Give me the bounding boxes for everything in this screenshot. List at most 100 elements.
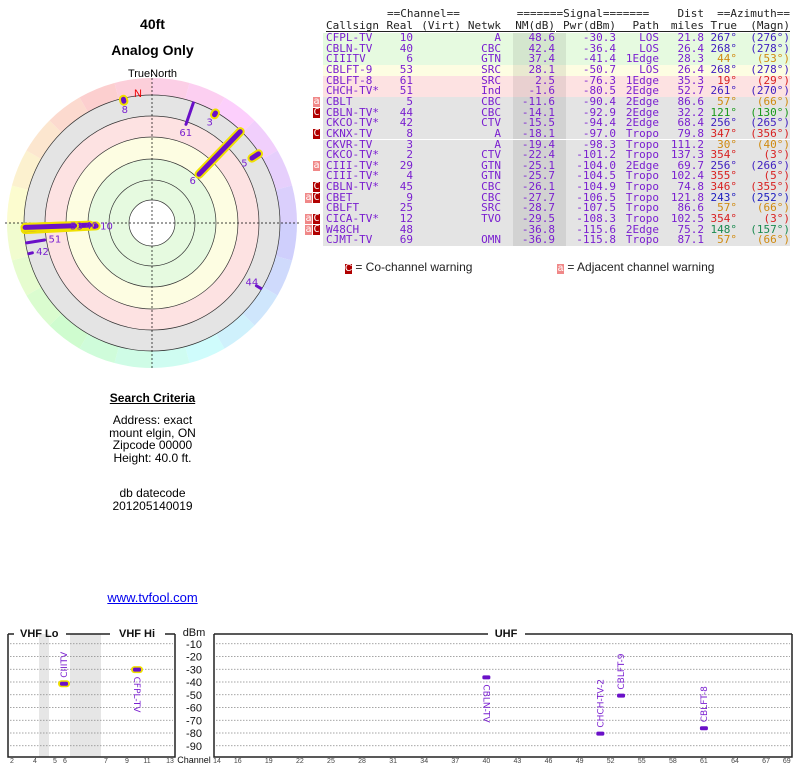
station-row[interactable]: CBET 9 CBC -27.7 -106.5 Tropo 121.8 243° (252°)	[323, 190, 790, 204]
cell-true: 44°	[717, 52, 737, 66]
cell-magn: (278°)	[750, 41, 790, 55]
channel-tick: 22	[296, 758, 304, 765]
station-row[interactable]: CJMT-TV 69 OMN -36.9 -115.8 Tropo 87.1 57° (66°)	[323, 235, 790, 246]
cell-dist: 69.7	[677, 158, 705, 172]
tvfool-link[interactable]: www.tvfool.com	[107, 590, 198, 605]
station-row[interactable]: CBLFT-8 61 SRC 2.5 -76.3 1Edge 35.3 19° (29°)	[323, 75, 790, 87]
vhf-hi-label: VHF Hi	[119, 628, 155, 640]
station-row[interactable]: CIII-TV* 29 GTN -25.1 -104.0 2Edge 69.7 256° (26…	[323, 158, 790, 172]
station-row[interactable]: CKNX-TV 8 A -18.1 -97.0 Tropo 79.8 347° (356°)	[323, 126, 790, 140]
cell-pwr: -106.5	[576, 190, 616, 204]
nm-column-shade	[513, 107, 566, 119]
co-channel-badge: C	[345, 263, 353, 274]
station-row[interactable]: CBLFT 25 SRC -28.7 -107.5 Tropo 86.6 57° (66°)	[323, 203, 790, 215]
cell-real: 8	[406, 126, 413, 140]
adjacent-channel-legend-text: = Adjacent channel warning	[567, 260, 715, 274]
cell-pwr: -104.0	[576, 158, 616, 172]
cell-magn: (53°)	[756, 52, 790, 66]
cell-pwr: -90.4	[582, 94, 616, 108]
cell-dist: 32.2	[677, 105, 705, 119]
station-row[interactable]: CBLN-TV* 45 CBC -26.1 -104.9 Tropo 74.8 346° (35…	[323, 180, 790, 194]
cell-nm: 48.6	[528, 31, 556, 44]
nm-column-shade	[513, 182, 566, 193]
cell-real: 44	[399, 105, 413, 119]
co-channel-warning-badge: C	[313, 213, 320, 225]
station-marker	[133, 667, 141, 672]
channel-tick: 5	[53, 758, 57, 765]
y-tick-label: -80	[186, 728, 202, 740]
cell-true: 354°	[710, 212, 738, 226]
column-header-nmdb: NM(dB)	[495, 20, 555, 32]
station-row[interactable]: CBLN-TV 40 CBC 42.4 -36.4 LOS 26.4 268° (278°)	[323, 41, 790, 55]
cell-true: 354°	[710, 148, 738, 162]
co-channel-warning-badge: C	[313, 192, 320, 204]
cell-nm: -25.1	[521, 158, 555, 172]
search-criteria-title: Search Criteria	[109, 391, 196, 405]
cell-pwr: -108.3	[576, 212, 616, 226]
nm-column-shade	[513, 43, 566, 55]
cell-call: CKNX-TV	[326, 126, 373, 140]
cell-call: CIII-TV*	[326, 169, 379, 183]
station-row[interactable]: CICA-TV* 12 TVO -29.5 -108.3 Tropo 102.5 354° (3…	[323, 212, 791, 226]
station-row[interactable]: CKCO-TV* 2 CTV -22.4 -101.2 Tropo 137.3 354° (3°…	[323, 148, 790, 162]
cell-true: 347°	[710, 126, 738, 140]
nm-column-shade	[513, 214, 566, 225]
channel-tick: 14	[213, 758, 221, 765]
cell-magn: (266°)	[750, 158, 790, 172]
db-datecode: db datecode 201205140019	[60, 487, 245, 512]
station-row[interactable]: CKCO-TV* 42 CTV -15.5 -94.4 2Edge 68.4 256° (265…	[323, 116, 790, 130]
station-row[interactable]: CHCH-TV* 51 Ind -1.6 -80.5 2Edge 52.7 261° (270°…	[323, 85, 790, 97]
y-tick-label: -90	[186, 741, 202, 753]
station-row[interactable]: CKVR-TV 3 A -19.4 -98.3 Tropo 111.2 30° (40°)	[323, 137, 790, 151]
station-row[interactable]: CBLN-TV* 44 CBC -14.1 -92.9 2Edge 32.2 121° (130…	[323, 105, 790, 119]
cell-magn: (3°)	[763, 212, 791, 226]
channel-tick: 55	[638, 758, 646, 765]
nm-column-shade	[513, 203, 566, 215]
cell-path: Tropo	[625, 212, 659, 226]
cell-call: CIII-TV*	[326, 158, 379, 172]
cell-dist: 87.1	[677, 233, 705, 247]
cell-pwr: -30.3	[582, 31, 616, 44]
cell-pwr: -98.3	[582, 137, 616, 151]
cell-magn: (157°)	[750, 222, 790, 236]
address-line: Address: exact	[112, 413, 193, 427]
cell-nm: -11.6	[521, 94, 555, 108]
nm-column-shade	[513, 54, 566, 65]
cell-path: Tropo	[625, 233, 659, 247]
cell-dist: 102.5	[670, 212, 704, 226]
cell-netwk: CTV	[481, 116, 501, 130]
station-row[interactable]: CBLFT-9 53 SRC 28.1 -50.7 LOS 26.4 268° (278°)	[323, 62, 790, 76]
station-row[interactable]: W48CH 48 -36.8 -115.6 2Edge 75.2 148° (157°)	[323, 222, 790, 236]
station-row[interactable]: CFPL-TV 10 A 48.6 -30.3 LOS 21.8 267° (276°)	[323, 31, 790, 44]
cell-real: 45	[399, 180, 413, 194]
nm-column-shade	[513, 128, 566, 140]
station-bar-label: 44	[246, 278, 259, 289]
nm-column-shade	[513, 139, 566, 151]
channel-group-header: ==Channel==	[387, 7, 460, 20]
cell-real: 4	[406, 169, 413, 183]
station-row[interactable]: CIII-TV* 4 GTN -25.7 -104.5 Tropo 102.4 355° (5°…	[323, 169, 790, 183]
north-marker: N	[134, 88, 142, 100]
cell-path: LOS	[639, 62, 659, 76]
cell-magn: (355°)	[750, 180, 790, 194]
cell-call: CJMT-TV	[326, 233, 373, 247]
station-bar-label: 3	[207, 118, 213, 129]
channel-tick: 4	[33, 758, 37, 765]
station-marker	[60, 681, 68, 686]
cell-pwr: -101.2	[576, 148, 616, 162]
co-channel-warning-badge: C	[313, 106, 320, 118]
mode-title: Analog Only	[111, 42, 194, 58]
cell-path: Tropo	[625, 126, 659, 140]
cell-call: CBLN-TV*	[326, 105, 379, 119]
channel-tick: 67	[762, 758, 770, 765]
station-marker-label: CBLN-TV	[480, 684, 490, 723]
cell-nm: -18.1	[521, 126, 555, 140]
cell-path: 2Edge	[625, 105, 659, 119]
station-row[interactable]: CIIITV 6 GTN 37.4 -41.4 1Edge 28.3 44° (53°)	[323, 52, 790, 66]
cell-netwk: CBC	[481, 105, 501, 119]
cell-netwk: CTV	[481, 148, 501, 162]
station-bar-label: 10	[100, 222, 113, 233]
column-header-real: Real	[353, 20, 413, 32]
station-row[interactable]: CBLT 5 CBC -11.6 -90.4 2Edge 86.6 57° (66°)	[323, 94, 790, 108]
cell-call: CFPL-TV	[326, 31, 373, 44]
